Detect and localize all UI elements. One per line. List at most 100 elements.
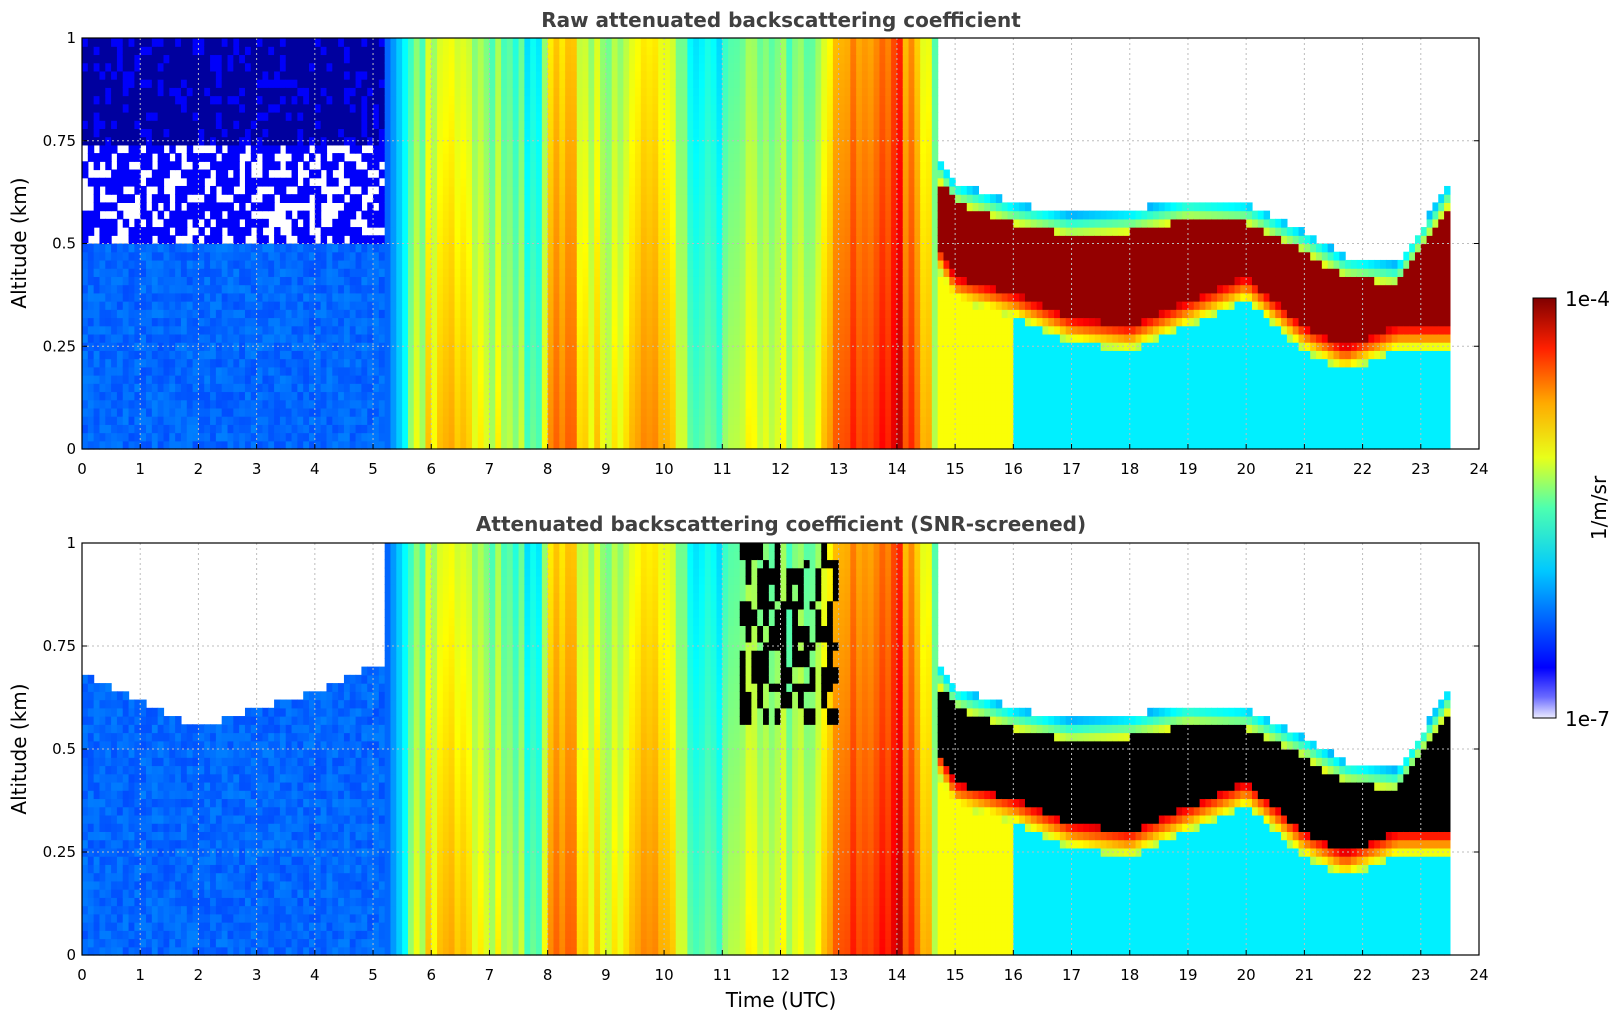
heatmap-cell [454, 95, 461, 105]
heatmap-cell [175, 46, 182, 56]
heatmap-cell [204, 416, 211, 425]
heatmap-cell [524, 407, 531, 417]
heatmap-cell [530, 54, 537, 64]
heatmap-cell [477, 366, 485, 376]
heatmap-cell [215, 144, 223, 154]
heatmap-cell [518, 38, 525, 47]
heatmap-cell [233, 325, 240, 335]
heatmap-cell [553, 46, 560, 56]
heatmap-cell [512, 424, 520, 434]
heatmap-cell [477, 144, 485, 154]
heatmap-cell [157, 424, 165, 434]
heatmap-cell [437, 169, 444, 179]
heatmap-cell [442, 416, 450, 425]
heatmap-cell [547, 309, 555, 319]
heatmap-cell [413, 153, 421, 162]
heatmap-cell [664, 432, 671, 442]
heatmap-cell [617, 185, 624, 195]
heatmap-cell [128, 251, 135, 261]
heatmap-cell [483, 407, 491, 417]
heatmap-cell [210, 103, 217, 113]
heatmap-cell [495, 375, 502, 384]
heatmap-cell [629, 46, 636, 56]
heatmap-cell [454, 38, 461, 47]
heatmap-cell [664, 440, 671, 450]
heatmap-cell [221, 70, 229, 80]
heatmap-cell [460, 358, 467, 368]
heatmap-cell [605, 350, 613, 360]
heatmap-cell [582, 87, 590, 97]
heatmap-cell [367, 284, 374, 294]
heatmap-cell [530, 111, 537, 121]
heatmap-cell [326, 79, 333, 88]
heatmap-cell [640, 103, 648, 113]
heatmap-cell [361, 128, 368, 138]
heatmap-cell [483, 268, 491, 277]
heatmap-cell [506, 342, 514, 351]
heatmap-cell [338, 424, 345, 434]
heatmap-cell [93, 350, 101, 360]
heatmap-cell [681, 79, 688, 88]
heatmap-cell [180, 358, 188, 368]
heatmap-cell [338, 218, 345, 228]
heatmap-cell [140, 185, 147, 195]
heatmap-cell [477, 70, 485, 80]
heatmap-cell [367, 350, 374, 360]
heatmap-cell [501, 54, 508, 64]
heatmap-cell [506, 325, 514, 335]
heatmap-cell [570, 227, 578, 236]
heatmap-cell [175, 194, 182, 203]
heatmap-cell [111, 366, 118, 376]
heatmap-cell [169, 38, 176, 47]
heatmap-cell [343, 218, 351, 228]
heatmap-cell [303, 46, 310, 56]
heatmap-cell [582, 432, 590, 442]
heatmap-cell [536, 268, 543, 277]
heatmap-cell [111, 440, 118, 450]
heatmap-cell [320, 194, 328, 203]
heatmap-cell [588, 70, 595, 80]
heatmap-cell [215, 366, 223, 376]
heatmap-cell [634, 375, 642, 384]
heatmap-cell [518, 416, 525, 425]
heatmap-cell [454, 161, 461, 171]
heatmap-cell [495, 358, 502, 368]
heatmap-cell [448, 87, 456, 97]
heatmap-cell [373, 366, 380, 376]
heatmap-cell [128, 111, 135, 121]
heatmap-cell [466, 169, 473, 179]
heatmap-cell [658, 95, 665, 105]
heatmap-cell [122, 366, 130, 376]
heatmap-cell [559, 227, 566, 236]
heatmap-cell [82, 111, 89, 121]
heatmap-cell [600, 227, 607, 236]
heatmap-cell [134, 350, 141, 360]
heatmap-cell [501, 251, 508, 261]
heatmap-cell [588, 292, 595, 302]
heatmap-cell [140, 243, 147, 253]
heatmap-cell [600, 391, 607, 401]
heatmap-cell [640, 309, 648, 319]
heatmap-cell [186, 120, 194, 130]
heatmap-cell [309, 309, 316, 319]
heatmap-cell [105, 111, 112, 121]
heatmap-cell [116, 292, 124, 302]
heatmap-cell [454, 194, 461, 203]
heatmap-cell [466, 185, 473, 195]
heatmap-cell [605, 276, 613, 286]
heatmap-cell [466, 144, 473, 154]
heatmap-cell [169, 416, 176, 425]
heatmap-cell [600, 120, 607, 130]
heatmap-cell [559, 70, 566, 80]
heatmap-cell [506, 391, 514, 401]
heatmap-cell [524, 432, 531, 442]
heatmap-cell [477, 407, 485, 417]
heatmap-cell [466, 399, 473, 409]
heatmap-cell [477, 136, 485, 146]
heatmap-cell [192, 284, 200, 294]
heatmap-cell [419, 325, 427, 335]
heatmap-cell [629, 358, 636, 368]
heatmap-cell [151, 103, 159, 113]
heatmap-cell [675, 128, 683, 138]
heatmap-cell [291, 95, 298, 105]
